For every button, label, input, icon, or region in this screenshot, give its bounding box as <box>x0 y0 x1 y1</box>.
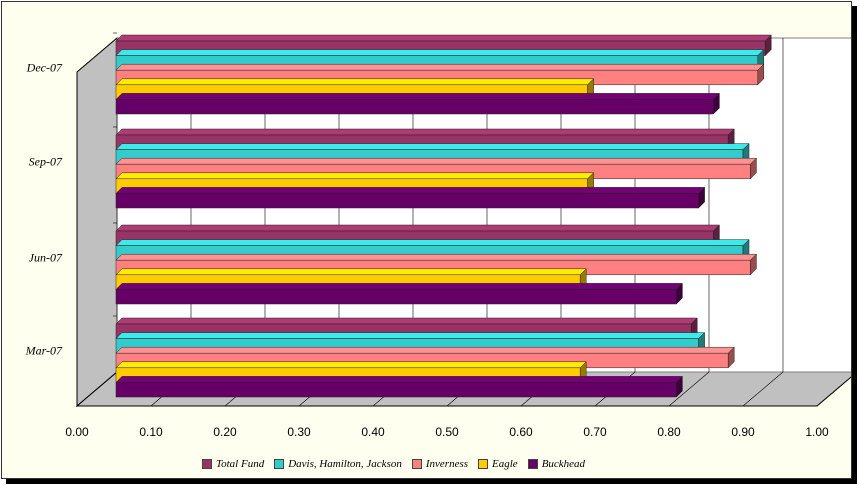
legend-item: Inverness <box>411 458 469 470</box>
bar-buckhead-jun-07 <box>115 282 684 305</box>
floor-gridline <box>816 376 851 407</box>
legend: Total Fund Davis, Hamilton, Jackson Invern… <box>202 454 585 474</box>
y-axis-categories: Mar-07 Jun-07 Sep-07 Dec-07 <box>25 32 117 358</box>
floor-gridline <box>76 371 118 407</box>
bar-buckhead-dec-07 <box>115 92 721 115</box>
chart-frame: 0.00 0.10 0.20 0.30 0.40 0.50 0.60 0.70 0.80 0.90… <box>1 1 852 479</box>
legend-swatch <box>202 459 212 469</box>
x-axis-ticks: 0.00 0.10 0.20 0.30 0.40 0.50 0.60 0.70 0.80 0.90… <box>65 425 829 439</box>
legend-item: Eagle <box>478 458 518 470</box>
legend-label: Total Fund <box>216 458 265 470</box>
x-tick-label: 0.70 <box>583 425 607 439</box>
x-tick-label: 0.10 <box>139 425 163 439</box>
legend-label: Eagle <box>492 458 518 470</box>
legend-swatch <box>274 459 285 469</box>
legend-item: Davis, Hamilton, Jackson <box>274 458 402 470</box>
legend-label: Davis, Hamilton, Jackson <box>288 458 402 470</box>
left-wall <box>76 36 118 408</box>
bar-buckhead-sep-07 <box>115 186 706 209</box>
bar-buckhead-mar-07 <box>115 375 684 398</box>
x-tick-label: 1.00 <box>805 425 829 439</box>
x-tick-label: 0.00 <box>65 425 89 439</box>
legend-label: Inverness <box>425 458 469 470</box>
x-tick-label: 0.80 <box>657 425 681 439</box>
legend-item: Buckhead <box>527 458 586 470</box>
floor-gridline <box>668 371 710 407</box>
y-category-label: Jun-07 <box>29 251 63 265</box>
x-tick-label: 0.50 <box>435 425 459 439</box>
legend-label: Buckhead <box>541 458 586 470</box>
x-tick-label: 0.30 <box>287 425 311 439</box>
bar-chart: 0.00 0.10 0.20 0.30 0.40 0.50 0.60 0.70 0.80 0.90… <box>25 32 851 439</box>
legend-item: Total Fund <box>202 458 264 470</box>
legend-swatch <box>411 459 422 469</box>
x-tick-label: 0.60 <box>509 425 533 439</box>
y-category-label: Mar-07 <box>25 344 63 358</box>
y-category-label: Sep-07 <box>29 155 63 169</box>
x-tick-label: 0.90 <box>731 425 755 439</box>
floor-gridline <box>742 371 784 407</box>
x-tick-label: 0.40 <box>361 425 385 439</box>
legend-swatch <box>478 459 489 469</box>
x-tick-label: 0.20 <box>213 425 237 439</box>
y-category-label: Dec-07 <box>26 61 63 75</box>
legend-swatch <box>527 459 538 469</box>
bars <box>115 34 772 398</box>
